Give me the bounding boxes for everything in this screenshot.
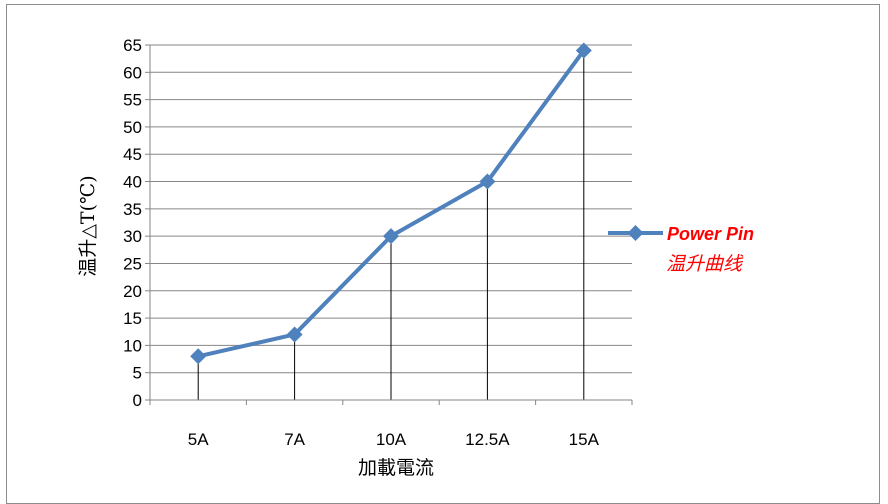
y-tick-label: 60 bbox=[123, 63, 142, 82]
line-chart: 0 5 10 15 20 25 30 35 40 45 50 55 60 65 5A 7A 10A 12.5A 1… bbox=[77, 36, 754, 479]
y-tick-label: 40 bbox=[123, 173, 142, 192]
x-tick-label: 12.5A bbox=[465, 430, 510, 449]
x-tick-label: 15A bbox=[569, 430, 600, 449]
y-tick-label: 50 bbox=[123, 118, 142, 137]
gridlines bbox=[145, 44, 632, 401]
y-tick-label: 25 bbox=[123, 254, 142, 273]
x-tick-label: 5A bbox=[188, 430, 209, 449]
y-tick-label: 65 bbox=[123, 36, 142, 55]
data-point-5A bbox=[190, 348, 207, 365]
y-tick-labels: 0 5 10 15 20 25 30 35 40 45 50 55 60 65 bbox=[123, 36, 142, 410]
data-point-10A bbox=[383, 228, 399, 245]
series-power-pin bbox=[190, 42, 592, 365]
y-axis-title: 温升△T(℃) bbox=[77, 175, 99, 276]
legend: Power Pin 温升曲线 bbox=[608, 224, 754, 275]
legend-series-name: Power Pin bbox=[667, 224, 754, 244]
y-tick-label: 45 bbox=[123, 145, 142, 164]
legend-series-subtitle: 温升曲线 bbox=[666, 253, 744, 275]
y-tick-label: 15 bbox=[123, 309, 142, 328]
data-point-7A bbox=[286, 326, 303, 343]
chart-frame bbox=[6, 4, 880, 504]
x-tick-label: 7A bbox=[284, 430, 305, 449]
drop-lines bbox=[197, 50, 585, 400]
y-tick-label: 20 bbox=[123, 282, 142, 301]
x-tick-label: 10A bbox=[376, 430, 407, 449]
y-tick-label: 55 bbox=[123, 91, 142, 110]
data-point-12.5A bbox=[479, 173, 496, 190]
y-tick-label: 30 bbox=[123, 227, 142, 246]
legend-marker-icon bbox=[627, 225, 644, 241]
x-axis-title: 加載電流 bbox=[358, 457, 434, 479]
x-tick-labels: 5A 7A 10A 12.5A 15A bbox=[188, 430, 600, 449]
y-tick-label: 10 bbox=[123, 336, 142, 355]
y-tick-label: 5 bbox=[133, 364, 142, 383]
y-tick-label: 0 bbox=[133, 391, 142, 410]
axes bbox=[149, 45, 633, 405]
data-point-15A bbox=[575, 42, 592, 59]
y-tick-label: 35 bbox=[123, 200, 142, 219]
